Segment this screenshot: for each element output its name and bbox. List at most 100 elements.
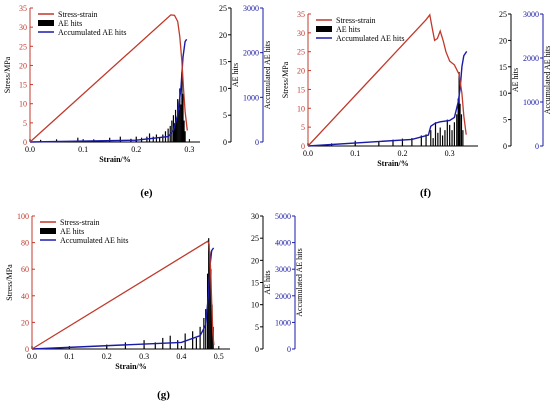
ae-hits-axis-label: AE hits: [263, 270, 272, 294]
ae-hits-bar: [420, 135, 422, 146]
ae-hits-bar: [178, 109, 180, 142]
accum-tick-label: 0: [535, 142, 539, 151]
panel-e: 0.0 0.1 0.2 0.3 Strain/% 0 5 10 15 20 25 30 35 Stress…: [3, 4, 272, 199]
ae-hits-tick-label: 25: [499, 10, 507, 19]
stress-tick-label: 20: [21, 318, 29, 327]
stress-tick-label: 5: [23, 119, 27, 128]
ae-hits-bar: [451, 130, 453, 146]
ae-hits-bar: [135, 136, 137, 142]
stress-axis-label: Stress/MPa: [5, 264, 14, 301]
accum-tick-label: 1000: [275, 318, 291, 327]
accumulated-ae-hits-line: [307, 51, 468, 147]
ae-hits-bar: [174, 109, 177, 142]
ae-hits-tick-label: 25: [219, 4, 227, 13]
legend-accum-label: Accumulated AE hits: [60, 236, 128, 245]
ae-hits-bar: [432, 138, 434, 146]
ae-hits-bar: [459, 103, 461, 146]
ae-hits-bar: [177, 340, 179, 349]
stress-tick-label: 30: [297, 29, 305, 38]
x-tick-label: 0.1: [350, 149, 360, 158]
ae-hits-tick-label: 30: [251, 212, 259, 221]
ae-hits-bar: [209, 251, 211, 349]
ae-hits-tick-label: 0: [503, 142, 507, 151]
x-tick-label: 0.0: [25, 145, 35, 154]
ae-hits-bar: [181, 72, 183, 142]
ae-hits-bar: [401, 138, 404, 146]
x-axis-label: Strain/%: [377, 159, 409, 168]
ae-hits-tick-label: 20: [219, 31, 227, 40]
stress-tick-label: 10: [19, 100, 27, 109]
stress-strain-line: [31, 240, 215, 350]
stress-tick-label: 25: [19, 42, 27, 51]
stress-tick-label: 20: [297, 67, 305, 76]
ae-hits-bar: [460, 114, 463, 146]
ae-hits-bar: [446, 119, 448, 146]
accum-axis-label: Accumulated AE hits: [263, 41, 272, 109]
stress-strain-line: [29, 14, 188, 143]
ae-hits-bar: [40, 139, 42, 142]
stress-tick-label: 30: [19, 23, 27, 32]
ae-hits-bar: [177, 99, 179, 142]
stress-tick-label: 20: [19, 61, 27, 70]
stress-tick-label: 15: [297, 85, 305, 94]
ae-hits-bar: [180, 104, 182, 142]
x-tick-label: 0.2: [131, 145, 141, 154]
ae-hits-bar: [154, 342, 156, 349]
stress-tick-label: 40: [21, 292, 29, 301]
panel-label: (g): [157, 389, 170, 401]
ae-hits-tick-label: 10: [499, 89, 507, 98]
legend-stress-label: Stress-strain: [60, 218, 100, 227]
stress-tick-label: 0: [25, 345, 29, 354]
accumulated-ae-hits-line: [31, 247, 215, 350]
ae-hits-tick-label: 5: [503, 116, 507, 125]
legend-ae-label: AE hits: [58, 19, 82, 28]
ae-hits-bar: [392, 139, 394, 146]
ae-hits-bar: [148, 133, 151, 142]
ae-hits-bar: [176, 117, 178, 142]
accum-tick-label: 2000: [275, 292, 291, 301]
x-tick-label: 0.5: [214, 352, 224, 361]
stress-tick-label: 5: [301, 123, 305, 132]
legend-accum-label: Accumulated AE hits: [336, 34, 404, 43]
ae-hits-bar: [430, 130, 432, 146]
ae-hits-bar: [183, 120, 185, 142]
ae-hits-bar: [411, 138, 413, 146]
x-tick-label: 0.1: [78, 145, 88, 154]
ae-hits-bar: [184, 131, 186, 142]
ae-hits-bar: [106, 344, 108, 349]
panel-f: 0.0 0.1 0.2 0.3 Strain/% 0 5 10 15 20 25 30 35 Stress…: [281, 10, 550, 199]
x-tick-label: 0.2: [397, 149, 407, 158]
ae-hits-tick-label: 10: [219, 84, 227, 93]
ae-hits-bar: [453, 122, 455, 146]
ae-hits-bar: [456, 114, 458, 146]
ae-hits-tick-label: 0: [255, 345, 259, 354]
ae-hits-bar: [159, 137, 161, 142]
x-tick-label: 0.3: [445, 149, 455, 158]
ae-hits-bar: [462, 130, 464, 146]
x-tick-label: 0.4: [176, 352, 186, 361]
legend-ae-swatch: [316, 26, 332, 32]
accum-tick-label: 3000: [275, 265, 291, 274]
accum-tick-label: 3000: [523, 10, 539, 19]
x-tick-label: 0.3: [184, 145, 194, 154]
ae-hits-bar: [173, 123, 176, 142]
ae-hits-bar: [449, 124, 451, 146]
ae-hits-tick-label: 0: [223, 138, 227, 147]
ae-hits-axis-label: AE hits: [511, 68, 520, 92]
x-tick-label: 0.2: [102, 352, 112, 361]
ae-hits-bar: [152, 136, 154, 142]
ae-hits-bar: [162, 134, 164, 142]
legend-ae-label: AE hits: [336, 25, 360, 34]
ae-hits-bar: [205, 309, 207, 349]
stress-tick-label: 25: [297, 48, 305, 57]
stress-tick-label: 100: [17, 212, 29, 221]
stress-tick-label: 35: [297, 10, 305, 19]
ae-hits-tick-label: 5: [255, 323, 259, 332]
accumulated-ae-hits-line: [29, 38, 188, 143]
ae-hits-bar: [458, 72, 460, 146]
ae-hits-bar: [441, 135, 444, 146]
ae-hits-tick-label: 20: [499, 36, 507, 45]
ae-hits-bar: [434, 122, 437, 146]
accum-tick-label: 0: [287, 345, 291, 354]
